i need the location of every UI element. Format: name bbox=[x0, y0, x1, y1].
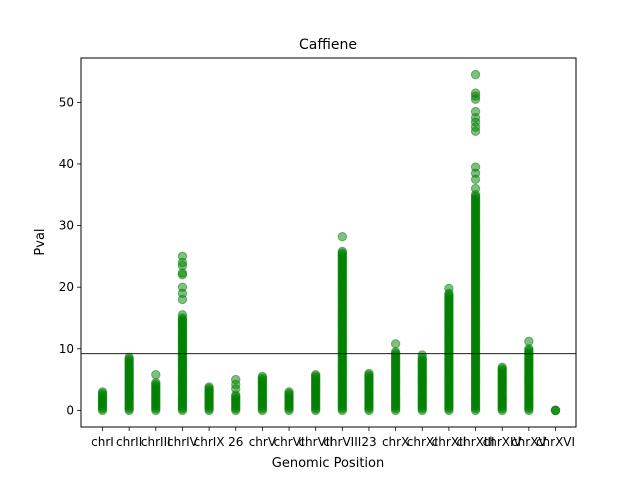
data-point bbox=[470, 106, 481, 117]
x-tick-label: chrXVI bbox=[536, 435, 575, 449]
data-point bbox=[204, 382, 214, 392]
column-chrVII bbox=[310, 369, 321, 416]
data-point bbox=[390, 339, 401, 349]
data-point bbox=[231, 374, 241, 385]
data-point bbox=[257, 371, 268, 382]
x-axis-label: Genomic Position bbox=[272, 456, 384, 471]
data-point bbox=[337, 246, 348, 257]
column-chrXV bbox=[524, 336, 534, 416]
column-chrIV bbox=[177, 251, 188, 416]
x-tick-label: chrXIII bbox=[457, 435, 495, 449]
x-tick-label: chrXI bbox=[407, 435, 438, 449]
column-chrXI bbox=[417, 350, 427, 416]
plot-frame bbox=[80, 57, 577, 428]
y-tick-label: 0 bbox=[66, 403, 74, 417]
x-tick-label: chrVIII bbox=[323, 435, 361, 449]
column-chrXVI bbox=[550, 405, 561, 416]
x-tick-label: chrX bbox=[382, 435, 409, 449]
data-point bbox=[151, 377, 161, 388]
column-chrXII bbox=[444, 283, 454, 416]
column-chrIII bbox=[151, 369, 161, 416]
y-tick-label: 30 bbox=[59, 219, 74, 233]
data-point bbox=[151, 369, 161, 380]
data-point bbox=[470, 162, 481, 172]
data-point bbox=[417, 350, 427, 360]
column-26 bbox=[231, 374, 241, 416]
data-point bbox=[310, 369, 321, 380]
y-axis-label: Pval bbox=[33, 228, 48, 255]
x-tick-label: chrV bbox=[249, 435, 277, 449]
column-chrV bbox=[257, 371, 268, 416]
x-tick-label: chrI bbox=[91, 435, 114, 449]
x-tick-label: chrVII bbox=[298, 435, 332, 449]
data-point bbox=[364, 368, 374, 379]
data-point bbox=[550, 405, 561, 416]
data-point bbox=[177, 282, 188, 292]
x-tick-label: 26 bbox=[228, 435, 243, 449]
column-chrX bbox=[390, 339, 401, 416]
data-point bbox=[470, 88, 481, 98]
column-chrI bbox=[97, 387, 108, 416]
y-axis: 0 10 20 30 40 50 bbox=[59, 95, 81, 417]
data-points bbox=[97, 69, 561, 416]
column-23 bbox=[364, 368, 374, 416]
column-chrVIII bbox=[337, 231, 348, 416]
x-tick-label: chrIV bbox=[167, 435, 199, 449]
x-tick-label: chrIII bbox=[141, 435, 171, 449]
data-point bbox=[444, 283, 454, 294]
y-tick-label: 50 bbox=[59, 95, 74, 109]
data-point bbox=[284, 387, 294, 397]
data-point bbox=[497, 362, 507, 372]
data-point bbox=[470, 69, 481, 80]
x-tick-label: chrXII bbox=[432, 435, 466, 449]
column-chrVI bbox=[284, 387, 294, 416]
data-point bbox=[470, 183, 481, 194]
column-chrIX bbox=[204, 382, 214, 416]
data-point bbox=[97, 387, 108, 397]
x-tick-label: chrXIV bbox=[483, 435, 523, 449]
x-tick-label: chrVI bbox=[274, 435, 305, 449]
x-tick-label: chrXV bbox=[511, 435, 547, 449]
data-point bbox=[124, 352, 134, 363]
column-chrII bbox=[124, 352, 134, 416]
column-chrXIII bbox=[470, 69, 481, 416]
y-tick-label: 10 bbox=[59, 342, 74, 356]
data-point bbox=[177, 310, 188, 320]
data-point bbox=[390, 347, 401, 357]
data-point bbox=[337, 231, 348, 242]
data-point bbox=[177, 251, 188, 262]
column-chrXIV bbox=[497, 362, 507, 416]
x-tick-label: 23 bbox=[361, 435, 376, 449]
x-tick-label: chrII bbox=[116, 435, 142, 449]
chart-title: Caffiene bbox=[299, 37, 357, 53]
x-tick-label: chrIX bbox=[194, 435, 225, 449]
y-tick-label: 40 bbox=[59, 157, 74, 171]
data-point bbox=[524, 336, 534, 347]
y-tick-label: 20 bbox=[59, 280, 74, 294]
